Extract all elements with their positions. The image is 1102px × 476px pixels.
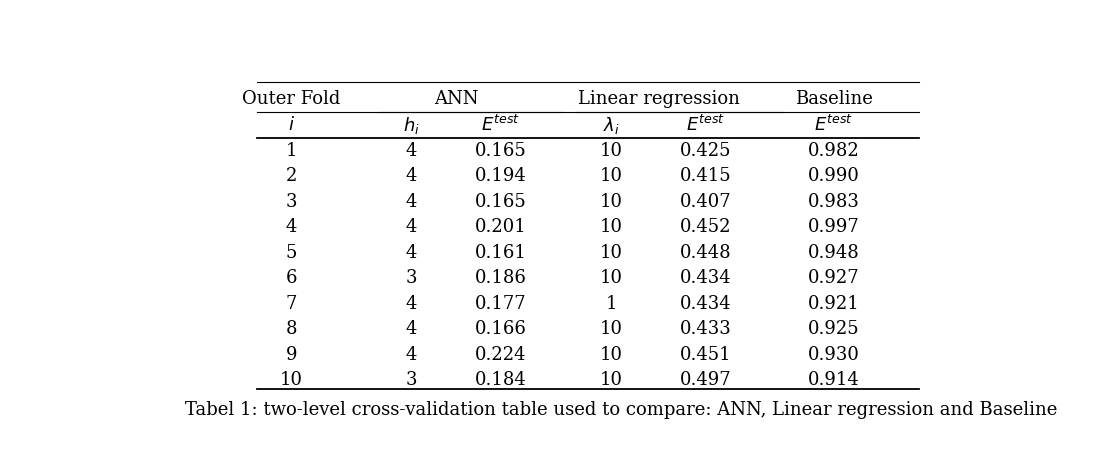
Text: 4: 4 bbox=[406, 294, 417, 312]
Text: 0.997: 0.997 bbox=[808, 218, 860, 236]
Text: 2: 2 bbox=[285, 167, 298, 185]
Text: 0.201: 0.201 bbox=[475, 218, 527, 236]
Text: $i$: $i$ bbox=[288, 116, 295, 134]
Text: 10: 10 bbox=[601, 141, 624, 159]
Text: 10: 10 bbox=[601, 243, 624, 261]
Text: 10: 10 bbox=[601, 218, 624, 236]
Text: 4: 4 bbox=[406, 141, 417, 159]
Text: 9: 9 bbox=[285, 345, 298, 363]
Text: 10: 10 bbox=[601, 320, 624, 338]
Text: 0.990: 0.990 bbox=[808, 167, 860, 185]
Text: 4: 4 bbox=[406, 218, 417, 236]
Text: 0.497: 0.497 bbox=[680, 371, 732, 388]
Text: 1: 1 bbox=[606, 294, 617, 312]
Text: $E^{test}$: $E^{test}$ bbox=[482, 115, 520, 135]
Text: Linear regression: Linear regression bbox=[577, 90, 739, 108]
Text: 0.165: 0.165 bbox=[475, 141, 527, 159]
Text: 7: 7 bbox=[285, 294, 298, 312]
Text: 10: 10 bbox=[601, 167, 624, 185]
Text: 0.930: 0.930 bbox=[808, 345, 860, 363]
Text: 0.194: 0.194 bbox=[475, 167, 527, 185]
Text: 3: 3 bbox=[406, 371, 417, 388]
Text: $\lambda_i$: $\lambda_i$ bbox=[603, 114, 620, 135]
Text: 10: 10 bbox=[601, 269, 624, 287]
Text: 0.921: 0.921 bbox=[808, 294, 860, 312]
Text: Outer Fold: Outer Fold bbox=[242, 90, 341, 108]
Text: ANN: ANN bbox=[433, 90, 478, 108]
Text: $h_i$: $h_i$ bbox=[402, 114, 420, 135]
Text: 5: 5 bbox=[285, 243, 298, 261]
Text: 0.452: 0.452 bbox=[680, 218, 732, 236]
Text: 3: 3 bbox=[285, 192, 298, 210]
Text: 1: 1 bbox=[285, 141, 298, 159]
Text: Tabel 1: two-level cross-validation table used to compare: ANN, Linear regressio: Tabel 1: two-level cross-validation tabl… bbox=[185, 400, 1057, 418]
Text: 0.166: 0.166 bbox=[475, 320, 527, 338]
Text: 0.186: 0.186 bbox=[475, 269, 527, 287]
Text: 4: 4 bbox=[406, 167, 417, 185]
Text: 0.434: 0.434 bbox=[680, 294, 732, 312]
Text: 0.982: 0.982 bbox=[808, 141, 860, 159]
Text: 3: 3 bbox=[406, 269, 417, 287]
Text: 0.184: 0.184 bbox=[475, 371, 527, 388]
Text: 4: 4 bbox=[406, 345, 417, 363]
Text: 0.433: 0.433 bbox=[680, 320, 732, 338]
Text: 0.925: 0.925 bbox=[808, 320, 860, 338]
Text: 0.415: 0.415 bbox=[680, 167, 732, 185]
Text: 0.434: 0.434 bbox=[680, 269, 732, 287]
Text: 0.448: 0.448 bbox=[680, 243, 732, 261]
Text: 10: 10 bbox=[280, 371, 303, 388]
Text: $E^{test}$: $E^{test}$ bbox=[687, 115, 725, 135]
Text: 4: 4 bbox=[285, 218, 298, 236]
Text: 0.425: 0.425 bbox=[680, 141, 732, 159]
Text: 10: 10 bbox=[601, 345, 624, 363]
Text: 0.914: 0.914 bbox=[808, 371, 860, 388]
Text: 0.161: 0.161 bbox=[475, 243, 527, 261]
Text: 6: 6 bbox=[285, 269, 298, 287]
Text: 4: 4 bbox=[406, 320, 417, 338]
Text: 0.948: 0.948 bbox=[808, 243, 860, 261]
Text: 8: 8 bbox=[285, 320, 298, 338]
Text: 0.407: 0.407 bbox=[680, 192, 732, 210]
Text: 0.927: 0.927 bbox=[808, 269, 860, 287]
Text: 0.224: 0.224 bbox=[475, 345, 527, 363]
Text: 4: 4 bbox=[406, 192, 417, 210]
Text: 10: 10 bbox=[601, 192, 624, 210]
Text: 0.165: 0.165 bbox=[475, 192, 527, 210]
Text: 10: 10 bbox=[601, 371, 624, 388]
Text: 0.983: 0.983 bbox=[808, 192, 860, 210]
Text: 4: 4 bbox=[406, 243, 417, 261]
Text: 0.451: 0.451 bbox=[680, 345, 732, 363]
Text: Baseline: Baseline bbox=[795, 90, 873, 108]
Text: 0.177: 0.177 bbox=[475, 294, 527, 312]
Text: $E^{test}$: $E^{test}$ bbox=[814, 115, 853, 135]
